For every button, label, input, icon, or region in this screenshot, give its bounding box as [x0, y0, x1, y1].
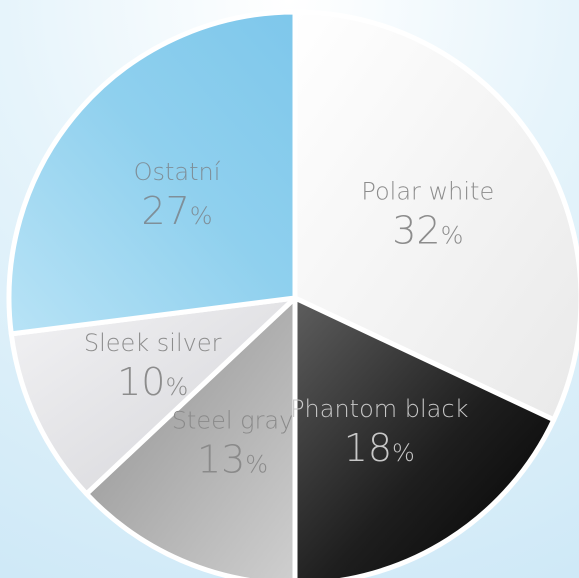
slice-value-label: 13%: [197, 437, 268, 481]
slices-layer: [6, 9, 579, 578]
slice-label: Polar white: [361, 178, 494, 206]
slice-value-label: 18%: [344, 426, 415, 470]
slice-value-label: 32%: [392, 209, 463, 253]
slice-value-number: 10: [117, 360, 165, 404]
slice-value-label: 10%: [117, 360, 188, 404]
pie-slice-ostatn-: [6, 9, 298, 337]
slice-value-number: 27: [141, 189, 189, 233]
slice-label: Sleek silver: [84, 329, 222, 357]
slice-value-unit: %: [392, 439, 415, 467]
slice-value-number: 18: [344, 426, 392, 470]
slice-label: Steel gray: [172, 406, 294, 434]
pie-slice-phantom-black: [292, 295, 557, 578]
slice-value-number: 32: [392, 209, 440, 253]
slice-label: Ostatní: [134, 158, 221, 186]
pie-slice-sleek-silver: [8, 295, 298, 497]
slice-value-unit: %: [441, 222, 464, 250]
slice-value-number: 13: [197, 437, 245, 481]
slice-value-unit: %: [245, 450, 268, 478]
slice-label: Phantom black: [290, 395, 469, 423]
pie-slice-polar-white: [292, 9, 579, 423]
slice-value-unit: %: [190, 202, 213, 230]
slice-value-label: 27%: [141, 189, 212, 233]
labels-layer: Polar white 32% Phantom black 18% Steel gray…: [84, 158, 494, 481]
slice-value-unit: %: [165, 373, 188, 401]
pie-slice-steel-gray: [84, 295, 298, 578]
